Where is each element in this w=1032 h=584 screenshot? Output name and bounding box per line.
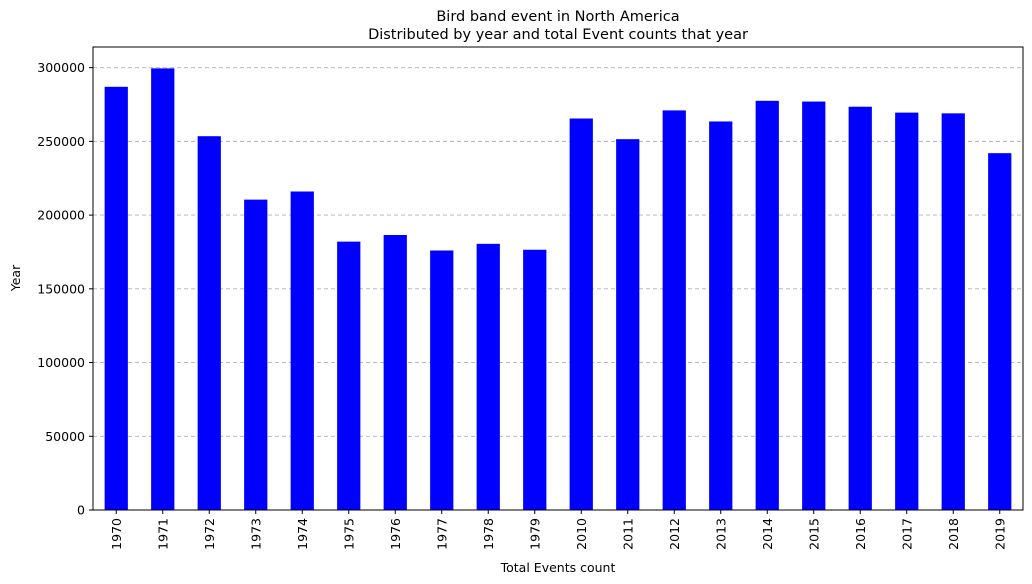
- x-tick-label: 1979: [527, 518, 542, 550]
- x-tick-label: 2013: [713, 518, 728, 550]
- bar-2018: [941, 113, 965, 510]
- y-tick-label: 200000: [37, 208, 85, 223]
- x-tick-label: 1972: [202, 518, 217, 550]
- bar-1974: [290, 191, 314, 511]
- y-tick-label: 100000: [37, 355, 85, 370]
- chart-subtitle: Distributed by year and total Event coun…: [368, 27, 748, 43]
- x-tick-label: 2017: [899, 518, 914, 550]
- bar-1972: [197, 136, 221, 510]
- y-tick-label: 150000: [37, 281, 85, 296]
- plot-frame: [92, 46, 1024, 511]
- bar-2015: [802, 101, 826, 511]
- bar-2017: [895, 112, 919, 510]
- y-tick-label: 300000: [37, 60, 85, 75]
- bar-2010: [569, 118, 593, 510]
- bar-2016: [848, 106, 872, 511]
- x-tick-label: 2014: [760, 518, 775, 550]
- bar-1970: [104, 86, 128, 510]
- x-tick-label: 1975: [341, 518, 356, 550]
- y-tick-label: 50000: [45, 429, 85, 444]
- gridlines: [93, 67, 1023, 437]
- bars: [104, 68, 1012, 511]
- bar-2019: [988, 153, 1012, 511]
- bar-1973: [244, 199, 268, 511]
- bar-1975: [337, 241, 361, 510]
- x-tick-label: 2018: [946, 518, 961, 550]
- x-tick-label: 2012: [667, 518, 682, 550]
- bar-2013: [709, 121, 733, 510]
- x-tick-label: 2011: [620, 518, 635, 550]
- y-axis-label: Year: [8, 264, 23, 292]
- x-axis-label: Total Events count: [500, 560, 616, 575]
- y-tick-label: 0: [77, 503, 85, 518]
- bar-1979: [523, 249, 547, 510]
- y-axis: 0 50000 100000 150000 200000 250000 300000: [37, 60, 93, 518]
- bar-1976: [383, 235, 407, 510]
- bar-2014: [755, 100, 779, 510]
- x-tick-label: 1978: [481, 518, 496, 550]
- bar-1977: [430, 250, 454, 510]
- x-tick-label: 1977: [434, 518, 449, 550]
- bar-2011: [616, 139, 640, 510]
- x-tick-label: 1973: [248, 518, 263, 550]
- y-tick-label: 250000: [37, 134, 85, 149]
- x-tick-label: 1971: [155, 518, 170, 550]
- x-axis: 1970 1971 1972 1973 1974 1975 1976 1977 1978 1979…: [109, 510, 1007, 550]
- x-tick-label: 1976: [388, 518, 403, 550]
- bar-1971: [151, 68, 175, 511]
- x-tick-label: 1974: [295, 518, 310, 550]
- bar-2012: [662, 110, 686, 511]
- chart-title: Bird band event in North America: [436, 9, 679, 25]
- x-tick-label: 2019: [992, 518, 1007, 550]
- x-tick-label: 2010: [574, 518, 589, 550]
- x-tick-label: 2015: [806, 518, 821, 550]
- x-tick-label: 1970: [109, 518, 124, 550]
- bar-1978: [476, 243, 500, 510]
- x-tick-label: 2016: [853, 518, 868, 550]
